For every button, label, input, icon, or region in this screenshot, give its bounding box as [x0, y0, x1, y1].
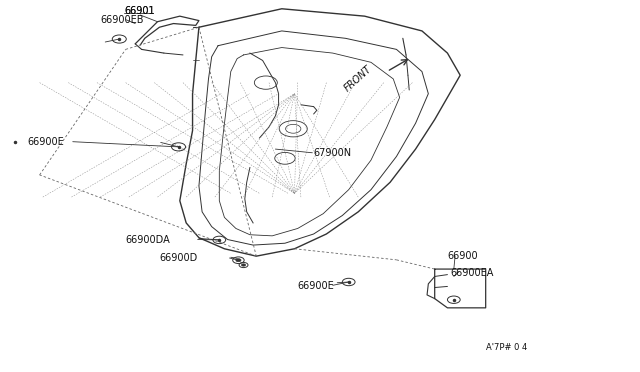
Text: 66900DA: 66900DA	[125, 234, 170, 244]
Text: 66900EB: 66900EB	[100, 15, 143, 25]
Text: 66901: 66901	[124, 6, 155, 16]
Text: 66901: 66901	[124, 6, 155, 16]
Text: 66900E: 66900E	[298, 282, 335, 291]
Circle shape	[241, 264, 246, 266]
Text: 66900D: 66900D	[159, 253, 198, 263]
Circle shape	[236, 259, 241, 262]
Text: 66900: 66900	[447, 251, 478, 261]
Text: 66900E: 66900E	[27, 137, 63, 147]
Text: FRONT: FRONT	[342, 64, 374, 94]
Text: A'7P# 0 4: A'7P# 0 4	[486, 343, 527, 352]
Text: 66900EA: 66900EA	[451, 268, 494, 278]
Text: 67900N: 67900N	[314, 148, 352, 158]
